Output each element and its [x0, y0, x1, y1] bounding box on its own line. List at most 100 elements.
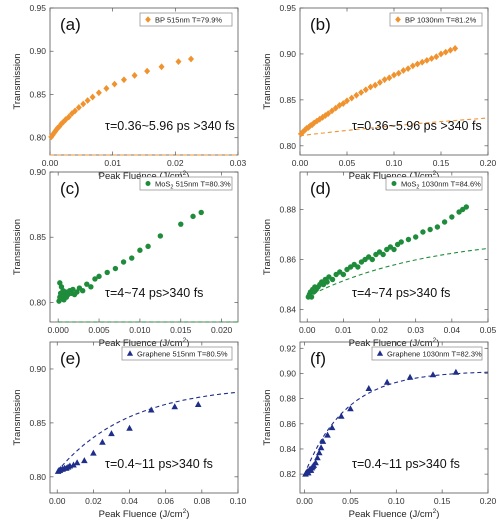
data-point — [158, 63, 165, 71]
legend — [121, 346, 233, 361]
y-tick-label: 0.95 — [279, 3, 296, 13]
y-tick-label: 0.86 — [279, 419, 296, 429]
data-point — [412, 234, 419, 240]
y-tick-label: 0.85 — [29, 232, 46, 242]
data-point — [73, 459, 81, 466]
tau-annotation: τ=4~74 ps>340 fs — [352, 286, 450, 300]
data-point — [324, 431, 331, 438]
x-axis-title: Peak Fluence (J/cm2) — [349, 337, 440, 349]
x-tick-label: 0.020 — [211, 325, 233, 335]
legend-marker — [145, 181, 151, 186]
data-point — [96, 273, 102, 280]
data-point — [56, 123, 63, 130]
data-point — [305, 124, 312, 131]
data-point — [362, 86, 369, 94]
data-point — [137, 247, 143, 253]
chart-panel: 0.00 0.01 0.02 0.03 0.80 0.85 0.90 0.95 Peak Flu… — [12, 3, 247, 182]
data-point — [178, 221, 184, 227]
chart-panel: 0.000 0.005 0.010 0.015 0.020 0.80 0.85 0.90 Pea… — [12, 167, 239, 349]
x-axis-title: Peak Fluence (J/cm2) — [99, 170, 190, 182]
data-point — [358, 89, 365, 96]
y-tick-label: 0.86 — [279, 255, 296, 265]
legend-label: BP 515nm T=79.9% — [155, 16, 222, 25]
x-axis-title: Peak Fluence (J/cm2) — [349, 170, 440, 182]
panel-label: (e) — [60, 349, 81, 368]
data-point — [383, 378, 391, 385]
data-point — [386, 74, 393, 82]
y-tick-label: 0.85 — [29, 418, 46, 428]
x-tick-label: 0.015 — [170, 325, 192, 335]
data-point — [340, 271, 347, 278]
x-axis-title-sup: 2 — [433, 337, 437, 344]
data-point — [353, 91, 360, 99]
panel-label: (d) — [310, 179, 331, 198]
data-point — [79, 287, 86, 294]
x-axis-title-main: Peak Fluence (J/cm — [349, 171, 433, 182]
plot-frame — [299, 341, 489, 494]
data-point — [409, 62, 416, 70]
x-tick-label: 0.03 — [230, 158, 247, 168]
y-tick-label: 0.85 — [279, 95, 296, 105]
chart-panel: 0.00 0.05 0.10 0.15 0.20 0.82 0.84 0.86 0.88 0.90… — [262, 341, 497, 520]
x-axis-title-main: Peak Fluence (J/cm — [99, 171, 183, 182]
data-point — [120, 259, 127, 265]
data-point — [103, 85, 110, 92]
fit-curve — [306, 247, 489, 298]
y-tick-label: 0.88 — [279, 394, 296, 404]
data-point — [309, 121, 316, 129]
data-point — [344, 97, 350, 105]
data-point — [65, 113, 72, 121]
legend-label: Graphene 1030nm T=82.3% — [387, 350, 482, 359]
data-point — [157, 233, 164, 239]
x-tick-label: 0.04 — [121, 496, 138, 506]
data-point — [317, 444, 325, 451]
data-point — [74, 289, 80, 295]
legend-marker — [376, 350, 384, 356]
x-tick-label: 0.010 — [129, 325, 151, 335]
data-point — [308, 294, 315, 300]
x-tick-label: 0.15 — [433, 158, 450, 168]
legend — [371, 346, 483, 361]
x-axis-title: Peak Fluence (J/cm2) — [99, 337, 190, 349]
data-point — [433, 53, 440, 61]
data-point — [423, 56, 430, 64]
x-tick-label: 0.00 — [299, 325, 316, 335]
data-point — [190, 213, 196, 220]
data-point — [406, 373, 414, 380]
x-axis-title-sup: 2 — [183, 337, 187, 344]
data-point — [198, 209, 204, 216]
x-axis-title-sup: 2 — [183, 508, 187, 515]
y-tick-label: 0.80 — [29, 472, 46, 482]
data-point — [365, 385, 373, 392]
data-point — [337, 412, 345, 419]
x-tick-label: 0.06 — [157, 496, 174, 506]
data-point — [324, 279, 330, 285]
x-tick-label: 0.10 — [386, 158, 403, 168]
fit-curve — [299, 117, 489, 137]
legend-label: BP 1030nm T=81.2% — [405, 16, 477, 25]
data-point — [438, 50, 444, 58]
data-point — [328, 424, 336, 431]
data-point — [340, 100, 347, 107]
data-point — [95, 89, 102, 97]
legend-label: MoS2 515nm T=80.3% — [155, 180, 231, 191]
data-point — [90, 449, 97, 456]
data-point — [147, 406, 155, 413]
x-tick-label: 0.05 — [342, 496, 359, 506]
x-tick-label: 0.02 — [85, 496, 102, 506]
chart-panel: 0.00 0.05 0.10 0.15 0.20 0.80 0.85 0.90 0.95 Peak… — [262, 3, 497, 182]
legend-marker — [126, 350, 134, 356]
x-tick-label: 0.01 — [104, 158, 121, 168]
x-axis-title-end: ) — [436, 338, 439, 349]
data-point — [81, 457, 88, 464]
data-point — [463, 204, 470, 210]
data-point — [80, 100, 87, 108]
data-point — [400, 67, 407, 74]
data-point — [405, 65, 412, 73]
data-point — [145, 243, 151, 250]
data-point — [68, 110, 75, 117]
x-axis-title-end: ) — [186, 509, 189, 520]
legend-label-main: MoS — [401, 180, 416, 189]
y-axis-title: Transmission — [12, 219, 23, 275]
